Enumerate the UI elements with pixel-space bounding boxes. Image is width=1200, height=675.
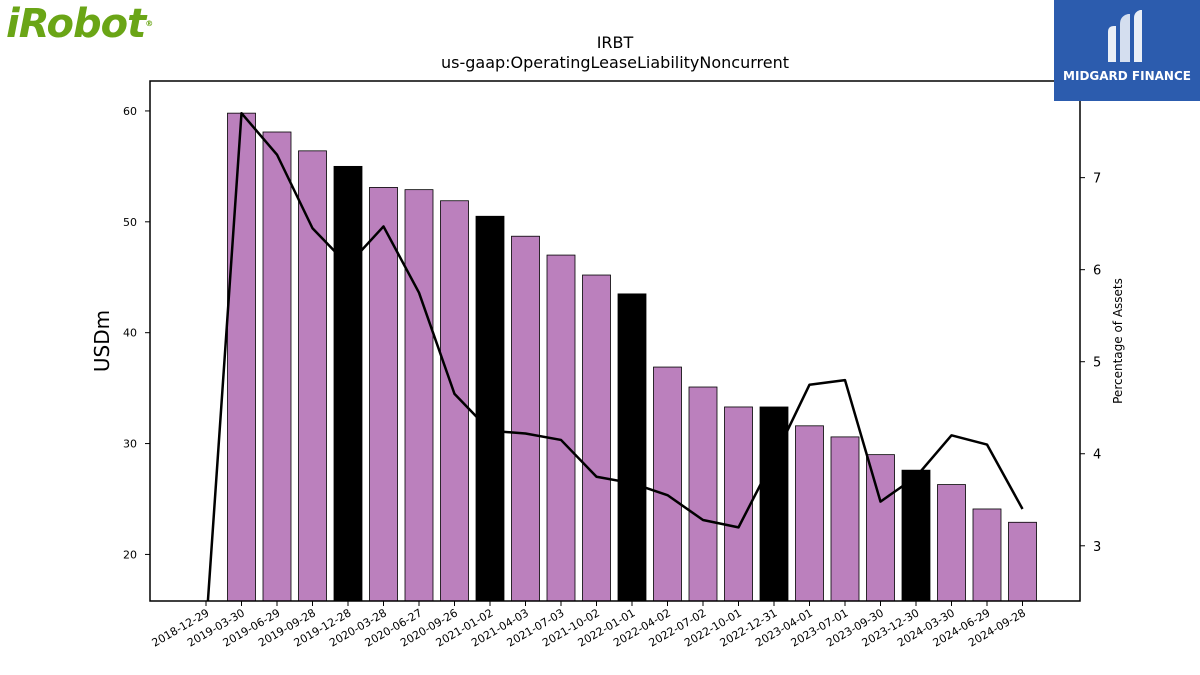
bar <box>617 293 647 602</box>
bar <box>404 189 434 602</box>
y-axis-label: USDm <box>90 310 114 372</box>
x-axis: 2018-12-292019-03-302019-06-292019-09-28… <box>150 601 1028 650</box>
bar <box>724 406 753 602</box>
y2-tick-label: 7 <box>1093 172 1101 187</box>
bar <box>1008 521 1037 602</box>
plot-frame <box>149 80 1081 602</box>
bar <box>475 215 505 602</box>
y2-tick-label: 6 <box>1093 264 1101 279</box>
bar <box>546 254 576 602</box>
y-tick-label: 20 <box>123 548 137 561</box>
bar <box>653 366 682 602</box>
bar <box>795 425 824 602</box>
bar <box>866 454 895 602</box>
bar <box>440 200 469 602</box>
y-axis-right: 3 4 5 6 7 <box>1080 172 1101 555</box>
y-tick-label: 40 <box>123 327 137 340</box>
y-tick-label: 30 <box>123 438 137 451</box>
logo-text: iRobot <box>6 1 146 47</box>
percentage-line <box>206 111 1024 601</box>
bar <box>901 469 931 602</box>
bar <box>298 150 327 602</box>
y2-tick-label: 3 <box>1093 540 1101 555</box>
midgard-m-logo-icon <box>1108 10 1142 62</box>
bars-layer <box>227 112 1037 602</box>
irobot-logo: iRobot® <box>6 1 153 47</box>
bar <box>830 436 860 602</box>
bar <box>369 187 398 602</box>
y-tick-label: 60 <box>123 105 137 118</box>
bar <box>688 386 718 602</box>
registered-mark-icon: ® <box>145 19 153 28</box>
y2-tick-label: 5 <box>1093 356 1101 371</box>
y-tick-label: 50 <box>123 216 137 229</box>
chart-title: IRBT <box>597 33 634 52</box>
publisher-name: MIDGARD FINANCE <box>1063 69 1191 83</box>
bar <box>333 165 363 602</box>
bar <box>972 508 1002 602</box>
line-layer <box>206 111 1024 601</box>
bar <box>582 274 611 602</box>
publisher-badge: MIDGARD FINANCE <box>1054 0 1200 101</box>
y2-tick-label: 4 <box>1093 448 1101 463</box>
chart-subtitle: us-gaap:OperatingLeaseLiabilityNoncurren… <box>441 53 789 72</box>
y2-axis-label: Percentage of Assets <box>1111 278 1125 404</box>
bar <box>227 112 256 602</box>
bar <box>262 131 292 602</box>
y-axis-left: 20 30 40 50 60 <box>123 105 150 561</box>
bar <box>511 235 540 602</box>
bar <box>937 484 966 602</box>
